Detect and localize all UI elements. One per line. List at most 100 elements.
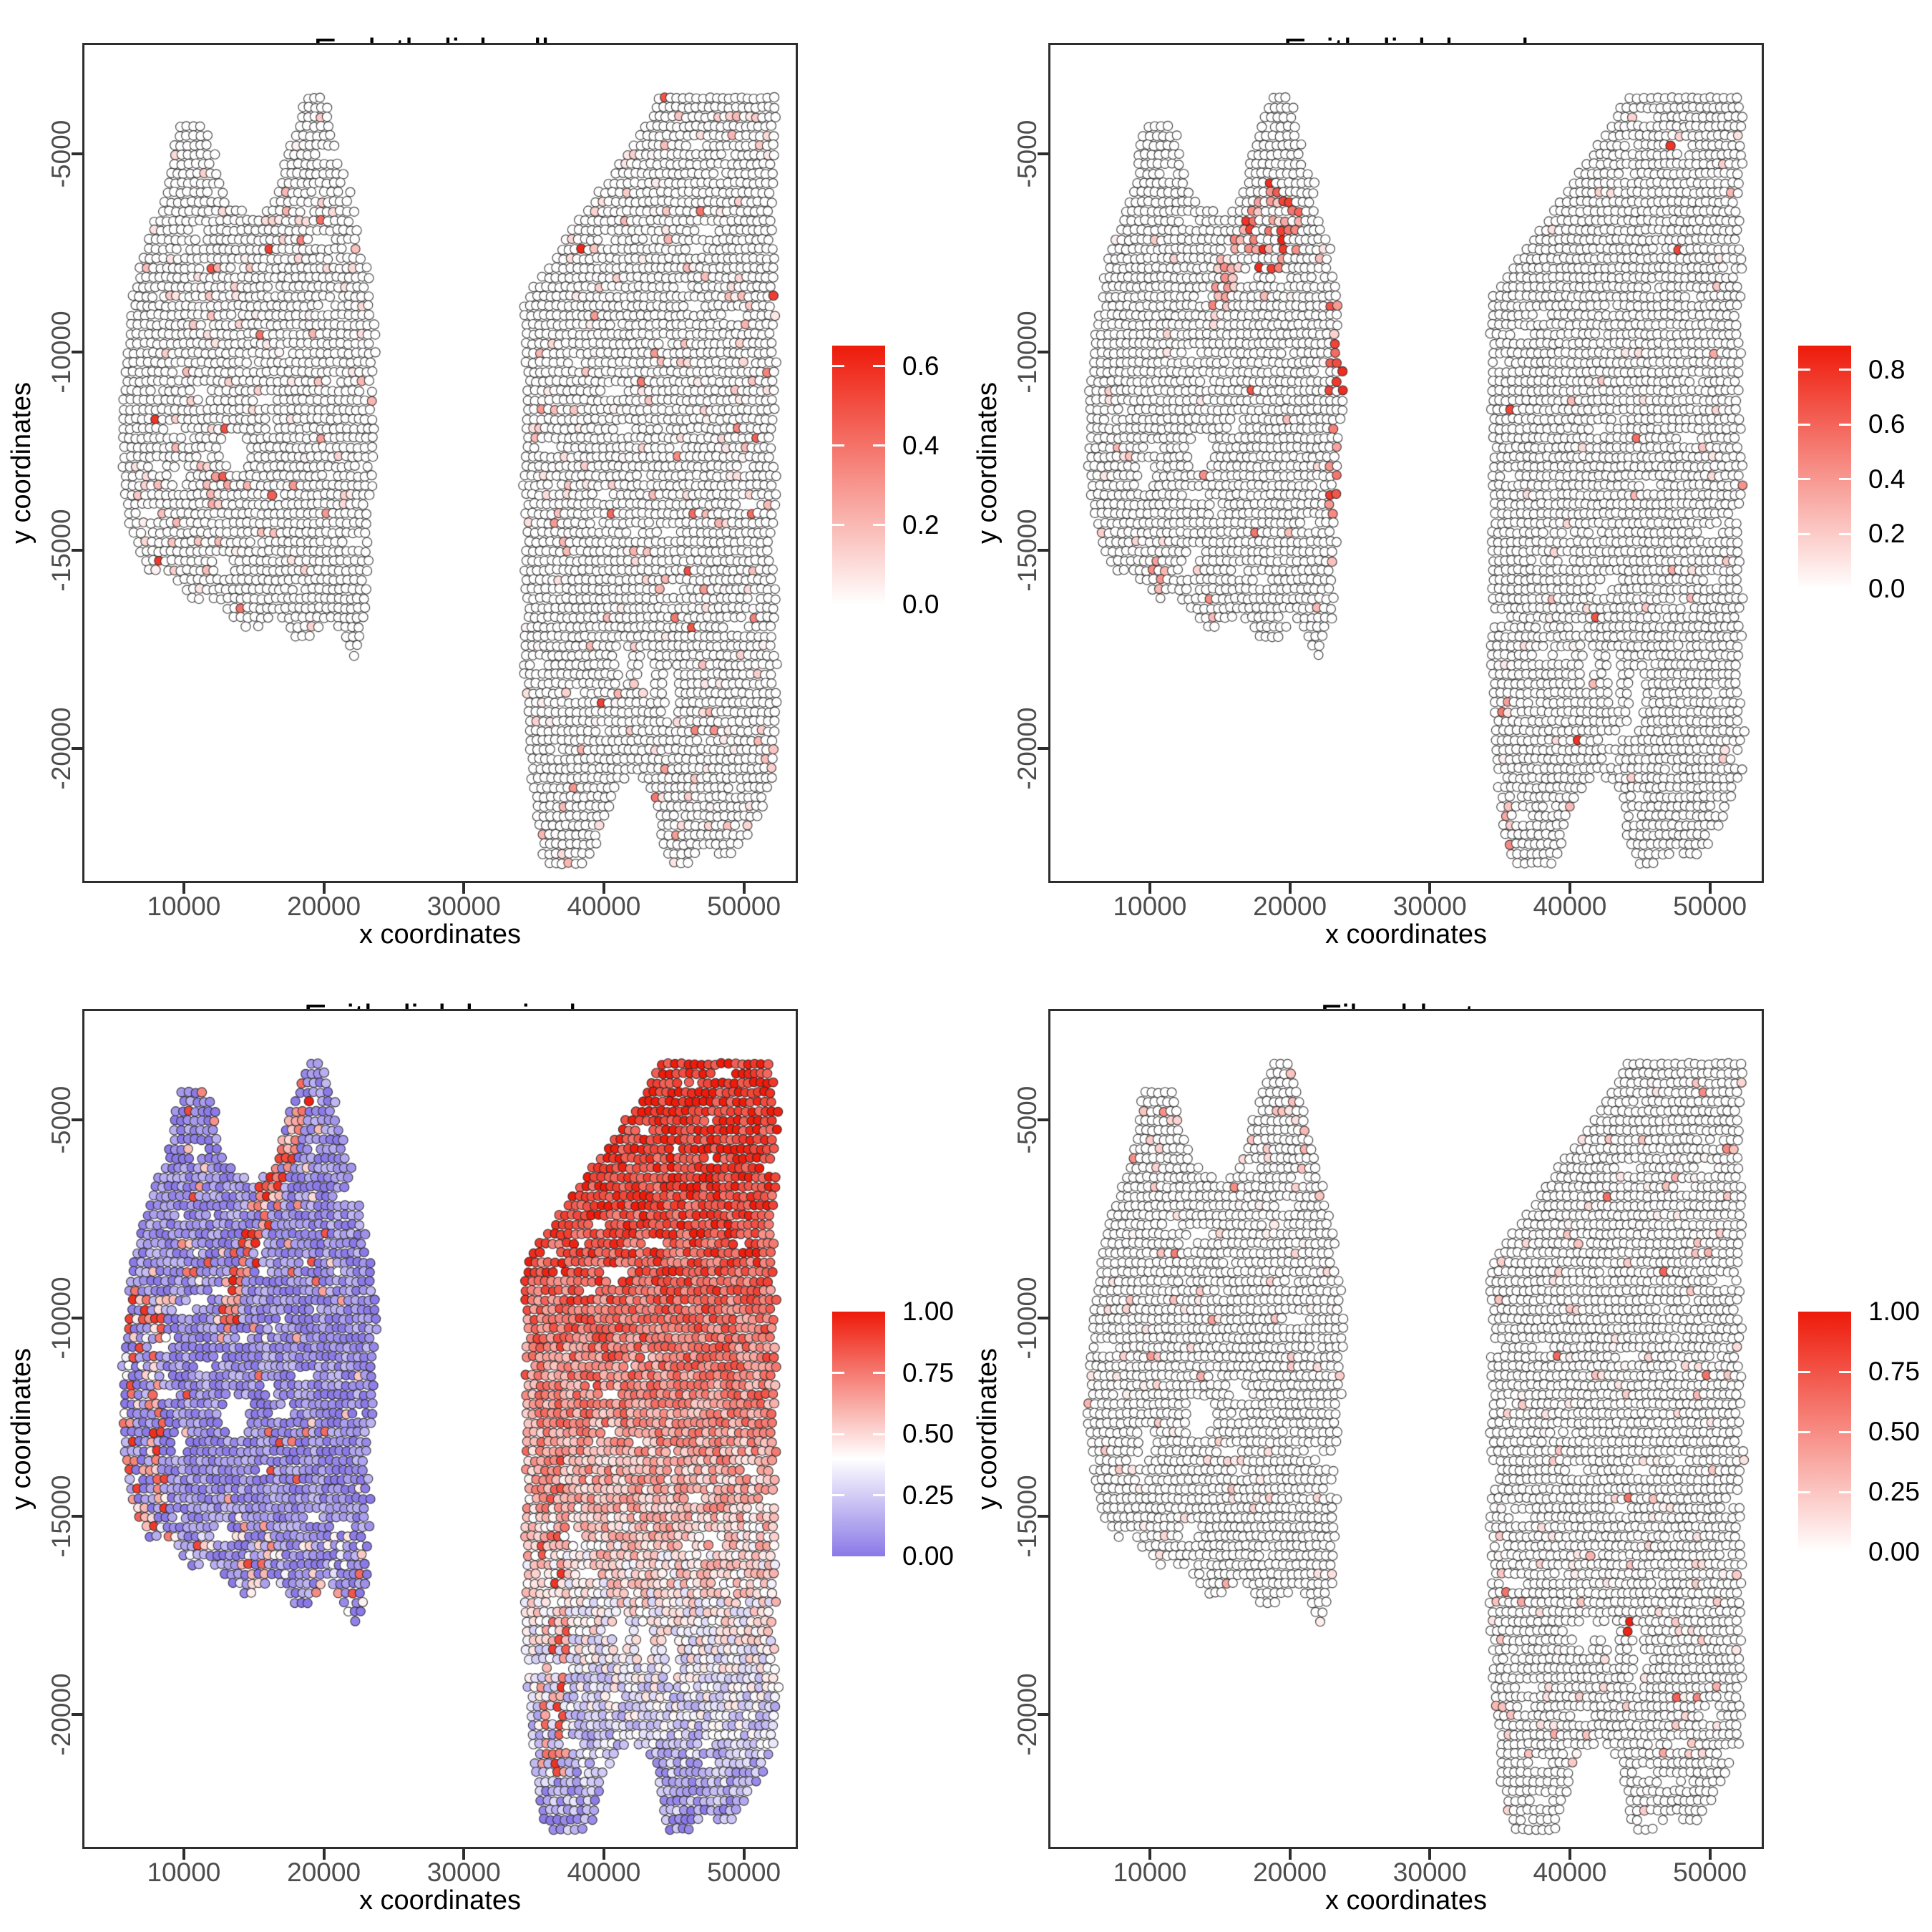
x-tick-mark	[1148, 1849, 1151, 1860]
x-tick-mark	[462, 1849, 466, 1860]
x-tick-label: 30000	[426, 1858, 501, 1887]
y-tick-label: -5000	[1013, 1085, 1042, 1154]
y-tick-mark	[72, 1712, 82, 1716]
y-tick-label: -10000	[1013, 1277, 1042, 1360]
spots-canvas	[84, 1011, 796, 1847]
x-axis-title: x coordinates	[1324, 919, 1487, 950]
y-tick-label: -15000	[1013, 509, 1042, 592]
legend-tick-mark	[1798, 1491, 1810, 1493]
panel-epithelial-luminal: Epithelial_luminal x coordinates y coord…	[0, 966, 966, 1932]
x-tick-label: 40000	[1533, 892, 1607, 921]
legend-tick-mark	[873, 524, 885, 527]
y-tick-mark	[1038, 152, 1048, 156]
legend-tick-label: 0.0	[902, 590, 940, 619]
y-tick-mark	[1038, 351, 1048, 353]
x-tick-mark	[1288, 883, 1292, 894]
y-axis-title: y coordinates	[6, 1348, 36, 1511]
y-tick-label: -5000	[47, 1085, 76, 1154]
legend-tick-mark	[832, 1494, 844, 1496]
y-tick-label: -10000	[47, 1277, 76, 1360]
y-tick-mark	[72, 746, 82, 750]
x-tick-label: 10000	[1113, 1858, 1187, 1887]
legend-tick-label: 0.50	[902, 1419, 955, 1448]
x-tick-label: 30000	[1392, 1858, 1467, 1887]
y-tick-mark	[72, 1514, 82, 1518]
spots-canvas	[84, 45, 796, 881]
x-tick-mark	[742, 883, 746, 894]
y-tick-mark	[72, 1317, 82, 1319]
x-tick-mark	[1708, 883, 1712, 894]
y-tick-mark	[1038, 1317, 1048, 1319]
x-tick-label: 30000	[426, 892, 501, 921]
legend-tick-mark	[1798, 1370, 1810, 1373]
legend-tick-label: 0.6	[902, 351, 940, 381]
legend-tick-label: 0.00	[1868, 1537, 1921, 1566]
legend-tick-label: 0.4	[902, 430, 940, 460]
legend-tick-mark	[1798, 532, 1810, 535]
x-tick-label: 40000	[1533, 1858, 1607, 1887]
legend-tick-mark	[1839, 478, 1851, 481]
y-tick-mark	[1038, 1514, 1048, 1518]
x-tick-label: 10000	[1113, 892, 1187, 921]
legend-tick-label: 0.4	[1868, 464, 1906, 494]
x-tick-mark	[1708, 1849, 1712, 1860]
y-tick-mark	[72, 152, 82, 156]
x-tick-label: 20000	[287, 1858, 361, 1887]
x-axis-title: x coordinates	[1324, 1885, 1487, 1916]
legend-tick-label: 0.6	[1868, 409, 1906, 439]
legend-tick-label: 0.75	[902, 1357, 955, 1387]
y-tick-label: -20000	[1013, 706, 1042, 790]
x-tick-label: 30000	[1392, 892, 1467, 921]
legend-tick-label: 0.2	[1868, 519, 1906, 549]
y-tick-label: -5000	[47, 119, 76, 188]
x-axis-title: x coordinates	[358, 919, 521, 950]
legend-tick-label: 1.00	[902, 1297, 955, 1326]
y-tick-label: -15000	[47, 509, 76, 592]
legend-tick-mark	[1839, 1370, 1851, 1373]
colorbar-legend	[1798, 346, 1851, 589]
legend-tick-mark	[832, 444, 844, 447]
legend-tick-mark	[873, 1494, 885, 1496]
y-tick-mark	[1038, 1118, 1048, 1122]
x-tick-mark	[1428, 1849, 1432, 1860]
x-tick-mark	[462, 883, 466, 894]
y-axis-title: y coordinates	[972, 1348, 1002, 1511]
legend-tick-mark	[1839, 369, 1851, 371]
panel-fibroblasts: Fibroblasts x coordinates y coordinates …	[966, 966, 1932, 1932]
x-tick-mark	[1148, 883, 1151, 894]
y-tick-label: -15000	[47, 1475, 76, 1558]
y-tick-label: -20000	[1013, 1672, 1042, 1756]
x-tick-label: 40000	[567, 1858, 641, 1887]
legend-tick-label: 0.25	[1868, 1477, 1921, 1506]
legend-tick-mark	[832, 365, 844, 368]
y-axis-title: y coordinates	[6, 382, 36, 545]
y-tick-mark	[1038, 548, 1048, 552]
legend-tick-mark	[873, 365, 885, 368]
x-axis-title: x coordinates	[358, 1885, 521, 1916]
x-tick-mark	[1428, 883, 1432, 894]
legend-tick-mark	[873, 1372, 885, 1374]
y-tick-label: -15000	[1013, 1475, 1042, 1558]
legend-tick-mark	[1839, 1491, 1851, 1493]
legend-tick-label: 0.8	[1868, 354, 1906, 384]
legend-tick-label: 0.2	[902, 509, 940, 540]
y-tick-mark	[1038, 1712, 1048, 1716]
legend-tick-mark	[832, 1433, 844, 1435]
panel-epithelial-basal: Epithelial_basal x coordinates y coordin…	[966, 0, 1932, 966]
x-tick-label: 50000	[1673, 1858, 1747, 1887]
legend-tick-label: 1.00	[1868, 1297, 1921, 1326]
x-tick-mark	[602, 1849, 605, 1860]
x-tick-label: 50000	[707, 892, 781, 921]
x-tick-mark	[1568, 883, 1571, 894]
y-tick-mark	[72, 1118, 82, 1122]
x-tick-mark	[602, 883, 605, 894]
legend-tick-mark	[873, 444, 885, 447]
legend-tick-label: 0.50	[1868, 1417, 1921, 1446]
x-tick-mark	[1568, 1849, 1571, 1860]
y-tick-label: -20000	[47, 1672, 76, 1756]
y-tick-label: -20000	[47, 706, 76, 790]
x-tick-mark	[322, 883, 326, 894]
x-tick-mark	[182, 1849, 185, 1860]
x-tick-label: 10000	[147, 892, 221, 921]
y-tick-label: -10000	[1013, 311, 1042, 394]
